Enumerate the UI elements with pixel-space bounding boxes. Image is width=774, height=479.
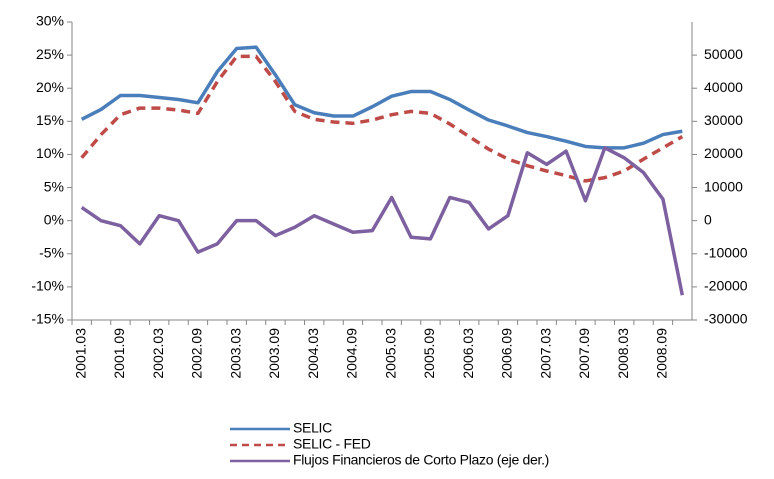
y-tick-label: 10%: [36, 145, 64, 161]
x-tick-label: 2007.03: [537, 328, 553, 379]
y-tick-label: 15%: [36, 112, 64, 128]
y2-tick-label: 0: [704, 211, 712, 227]
x-tick-label: 2001.03: [72, 328, 88, 379]
y-tick-label: -15%: [31, 311, 64, 327]
series-line: [80, 54, 684, 183]
legend-label: SELIC - FED: [293, 436, 371, 452]
y2-tick-label: 20000: [704, 145, 743, 161]
series-line: [80, 146, 685, 296]
x-tick-label: 2003.09: [266, 328, 282, 379]
x-tick-label: 2003.03: [227, 328, 243, 379]
x-tick-label: 2008.09: [654, 328, 670, 379]
y2-tick-label: -10000: [704, 244, 748, 260]
y-tick-label: 25%: [36, 46, 64, 62]
y-tick-label: 5%: [44, 178, 64, 194]
y-tick-label: -10%: [31, 278, 64, 294]
y-tick-label: 0%: [44, 211, 64, 227]
x-tick-label: 2005.09: [421, 328, 437, 379]
x-tick-label: 2004.03: [305, 328, 321, 379]
y2-tick-label: -20000: [704, 278, 748, 294]
y-tick-label: 30%: [36, 13, 64, 29]
y2-tick-label: 30000: [704, 112, 743, 128]
x-tick-label: 2006.03: [460, 328, 476, 379]
x-tick-label: 2001.09: [111, 328, 127, 379]
x-tick-label: 2002.03: [150, 328, 166, 379]
series-line: [80, 45, 683, 150]
x-tick-label: 2006.09: [499, 328, 515, 379]
x-tick-label: 2005.03: [382, 328, 398, 379]
y-tick-label: 20%: [36, 79, 64, 95]
y-tick-label: -5%: [39, 244, 64, 260]
y2-tick-label: -30000: [704, 311, 748, 327]
legend-label: Flujos Financieros de Corto Plazo (eje d…: [293, 452, 549, 468]
x-tick-label: 2004.09: [344, 328, 360, 379]
x-tick-label: 2008.03: [615, 328, 631, 379]
legend-label: SELIC: [293, 420, 332, 436]
x-tick-label: 2002.09: [189, 328, 205, 379]
y2-tick-label: 40000: [704, 79, 743, 95]
x-tick-label: 2007.09: [576, 328, 592, 379]
y2-tick-label: 50000: [704, 46, 743, 62]
y2-tick-label: 10000: [704, 178, 743, 194]
